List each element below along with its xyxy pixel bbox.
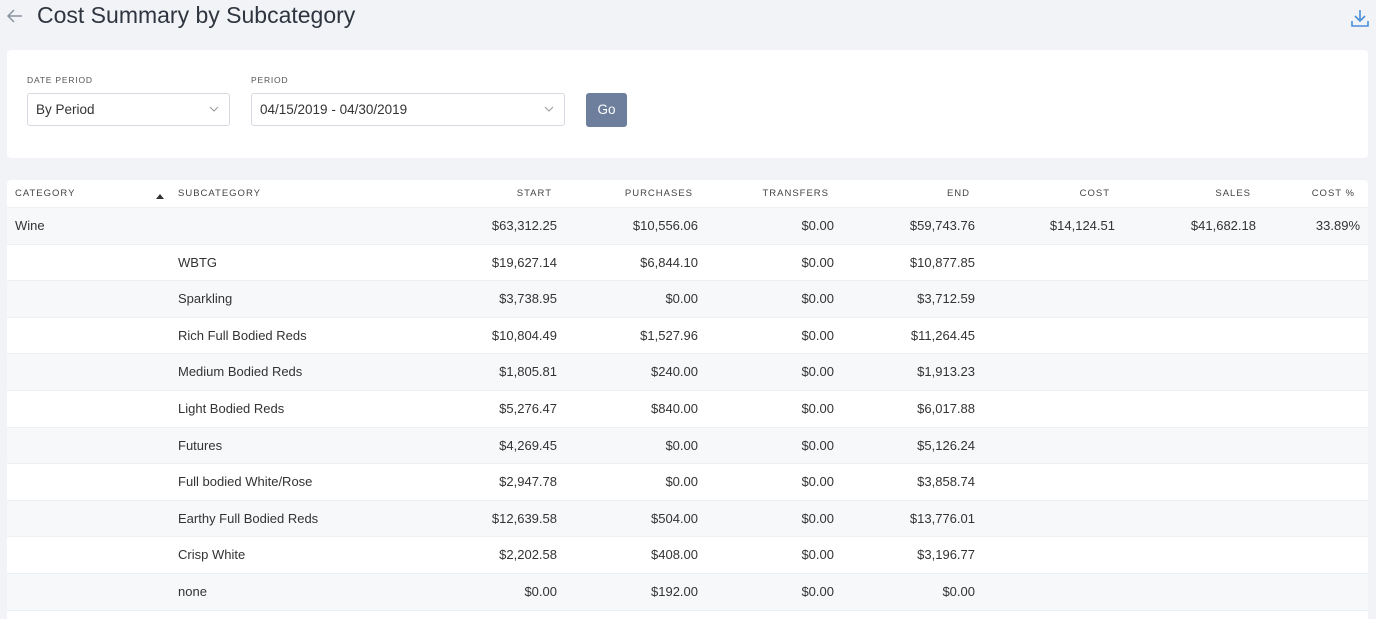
table-row: Sparkling $3,738.95 $0.00 $0.00 $3,712.59	[7, 281, 1368, 318]
column-header: TRANSFERS	[762, 188, 829, 199]
go-button[interactable]: Go	[586, 93, 627, 127]
table-cell: $11,264.45	[910, 327, 975, 343]
table-cell: $3,738.95	[499, 291, 557, 307]
table-cell: $1,527.96	[640, 327, 698, 343]
period-select[interactable]: 04/15/2019 - 04/30/2019	[251, 93, 565, 126]
table-cell: none	[178, 584, 207, 599]
table-cell: WBTG	[178, 254, 217, 270]
table-cell: 33.89%	[1315, 218, 1360, 233]
header-row: CATEGORY SUBCATEGORY START PURCHASES TRANSFE…	[7, 180, 1368, 208]
date-period-select[interactable]: By Period	[27, 93, 230, 126]
table-row: Futures $4,269.45 $0.00 $0.00 $5,126.24	[7, 427, 1368, 465]
download-icon[interactable]	[1350, 8, 1370, 28]
table-row: Medium Bodied Reds $1,805.81 $240.00 $0.00 $…	[7, 354, 1368, 391]
table-cell: $19,627.14	[491, 254, 557, 270]
table-row: Earthy Full Bodied Reds $12,639.58 $504.00…	[7, 500, 1368, 538]
table-cell: $12,639.58	[491, 510, 557, 526]
table-cell: $3,196.77	[917, 547, 975, 563]
table-cell: Sparkling	[178, 291, 233, 307]
table-cell: $10,556.06	[632, 218, 698, 233]
column-header: START	[516, 188, 552, 199]
table-cell: $504.00	[651, 510, 698, 526]
table-cell: $13,776.01	[909, 510, 975, 526]
table-cell: $1,913.23	[917, 364, 975, 380]
table-cell: $0.00	[801, 364, 834, 380]
table-cell: $2,202.58	[499, 547, 557, 563]
table-cell: Medium Bodied Reds	[178, 364, 303, 380]
table-cell: $5,276.47	[499, 401, 557, 416]
table-cell: $0.00	[665, 291, 698, 307]
table-cell: $3,712.59	[917, 291, 975, 307]
table-cell: $0.00	[801, 327, 834, 343]
table-cell: $10,877.85	[909, 254, 975, 270]
column-header: SALES	[1215, 188, 1251, 199]
column-header: END	[946, 188, 970, 199]
table-cell: Futures	[178, 437, 223, 453]
table-cell: $0.00	[665, 474, 698, 490]
column-header: SUBCATEGORY	[178, 188, 261, 199]
table-row: Full bodied White/Rose $2,947.78 $0.00 $0.0…	[7, 464, 1368, 501]
table-row: Wine $63,312.25 $10,556.06 $0.00 $59,743.76 $…	[7, 208, 1368, 245]
table-cell: $6,017.88	[917, 401, 975, 416]
column-header: PURCHASES	[624, 188, 693, 199]
select-value: 04/15/2019 - 04/30/2019	[260, 102, 408, 117]
chevron	[209, 106, 219, 112]
table-cell: Rich Full Bodied Reds	[178, 327, 307, 343]
table-cell: $6,844.10	[640, 254, 698, 270]
table-cell: Wine	[15, 218, 45, 233]
table-cell: $0.00	[524, 584, 557, 599]
table-row: Rich Full Bodied Reds $10,804.49 $1,527.96…	[7, 317, 1368, 355]
table-row: none $0.00 $192.00 $0.00 $0.00	[7, 574, 1368, 611]
table-cell: $192.00	[651, 584, 698, 599]
table-cell: $2,947.78	[499, 474, 557, 490]
table-cell: $0.00	[801, 218, 834, 233]
table-cell: $0.00	[942, 584, 975, 599]
filter-card	[7, 50, 1368, 158]
table-cell: Full bodied White/Rose	[178, 474, 313, 490]
table-cell: $1,805.81	[499, 364, 557, 380]
table-cell: $0.00	[801, 510, 834, 526]
table-cell: $59,743.76	[909, 218, 975, 233]
chevron	[544, 106, 554, 112]
table-cell: $14,124.51	[1049, 218, 1115, 233]
table-cell: $0.00	[801, 291, 834, 307]
table-row: Crisp White $2,202.58 $408.00 $0.00 $3,196.7…	[7, 537, 1368, 574]
table-cell: $10,804.49	[491, 327, 557, 343]
table-cell: $0.00	[801, 437, 834, 453]
table-cell: $240.00	[651, 364, 698, 380]
page-title: Cost Summary by Subcategory	[37, 2, 356, 28]
table-cell: Crisp White	[178, 547, 246, 563]
table-cell: $0.00	[801, 584, 834, 599]
table-cell: $0.00	[665, 437, 698, 453]
table-cell: $4,269.45	[499, 437, 557, 453]
table-row: WBTG $19,627.14 $6,844.10 $0.00 $10,877.85	[7, 244, 1368, 282]
table-cell: $63,312.25	[491, 218, 557, 233]
filter-label: DATE PERIOD	[27, 75, 93, 85]
table-cell: $0.00	[801, 254, 834, 270]
table-cell: $0.00	[801, 401, 834, 416]
back-arrow[interactable]	[6, 8, 24, 24]
table-cell: $5,126.24	[917, 437, 975, 453]
table-cell: $41,682.18	[1190, 218, 1256, 233]
table-cell: Earthy Full Bodied Reds	[178, 510, 319, 526]
table-cell: $408.00	[651, 547, 698, 563]
sort-icon[interactable]	[156, 193, 164, 199]
table-cell: $0.00	[801, 474, 834, 490]
table-cell: $3,858.74	[917, 474, 975, 490]
table-cell: Light Bodied Reds	[178, 401, 285, 416]
column-header: COST %	[1311, 188, 1355, 199]
select-value: By Period	[36, 102, 95, 117]
column-header[interactable]: CATEGORY	[15, 188, 76, 199]
filter-label: PERIOD	[251, 75, 289, 85]
table-cell: $840.00	[651, 401, 698, 416]
table-cell: $0.00	[801, 547, 834, 563]
column-header: COST	[1079, 188, 1110, 199]
table-row: Light Bodied Reds $5,276.47 $840.00 $0.00 $6…	[7, 391, 1368, 428]
